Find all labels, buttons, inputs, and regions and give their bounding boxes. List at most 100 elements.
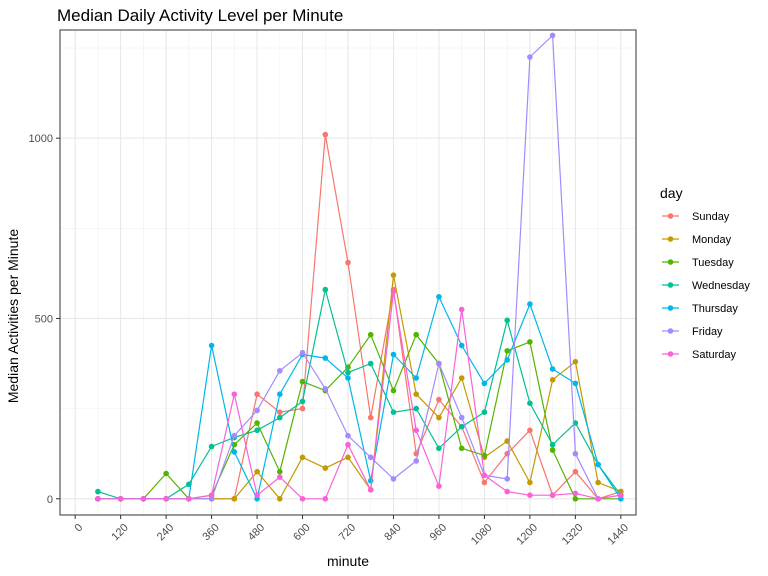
- data-point-thursday: [481, 380, 488, 387]
- data-point-saturday: [299, 496, 306, 502]
- data-point-sunday: [367, 414, 374, 421]
- x-tick-label: 120: [109, 522, 130, 543]
- data-point-saturday: [322, 496, 329, 502]
- data-point-thursday: [527, 301, 533, 307]
- legend-label-monday: Monday: [692, 234, 732, 246]
- legend-key-point: [667, 351, 674, 357]
- data-point-thursday: [595, 461, 601, 468]
- legend-item-thursday: Thursday: [662, 303, 738, 315]
- data-point-saturday: [367, 487, 374, 493]
- data-point-thursday: [458, 342, 465, 349]
- data-point-saturday: [277, 474, 283, 480]
- data-point-saturday: [504, 488, 511, 495]
- data-point-wednesday: [504, 317, 511, 324]
- data-point-tuesday: [277, 468, 283, 475]
- data-point-wednesday: [254, 427, 260, 434]
- x-tick-label: 1440: [605, 522, 631, 548]
- x-tick-label: 1320: [560, 522, 586, 548]
- data-point-wednesday: [208, 443, 215, 450]
- data-point-saturday: [163, 496, 169, 502]
- data-point-saturday: [618, 492, 624, 499]
- legend-key-point: [667, 259, 674, 265]
- data-point-friday: [549, 32, 556, 39]
- legend-item-friday: Friday: [662, 326, 723, 338]
- data-point-tuesday: [367, 331, 374, 338]
- data-point-thursday: [345, 375, 351, 381]
- data-point-wednesday: [277, 414, 283, 421]
- data-point-friday: [254, 407, 260, 414]
- data-point-saturday: [413, 427, 420, 434]
- data-point-saturday: [549, 492, 556, 499]
- data-point-thursday: [436, 294, 442, 300]
- data-point-thursday: [322, 355, 329, 361]
- x-tick-label: 480: [246, 522, 267, 543]
- data-point-monday: [277, 496, 283, 502]
- data-point-saturday: [117, 496, 124, 502]
- data-point-saturday: [458, 306, 465, 313]
- data-point-friday: [299, 349, 306, 356]
- series-line-saturday: [97, 291, 621, 500]
- data-point-saturday: [481, 472, 488, 479]
- data-point-saturday: [595, 496, 601, 502]
- data-point-monday: [231, 496, 238, 502]
- data-point-wednesday: [322, 286, 329, 293]
- data-point-wednesday: [481, 409, 488, 416]
- series-line-tuesday: [97, 333, 621, 500]
- x-tick-label: 0: [73, 522, 86, 535]
- legend-key-point: [667, 282, 674, 288]
- series-saturday: [95, 288, 624, 502]
- data-point-wednesday: [458, 423, 465, 430]
- data-point-monday: [390, 272, 397, 279]
- data-point-monday: [549, 377, 556, 383]
- data-point-wednesday: [95, 488, 101, 495]
- data-point-saturday: [186, 496, 192, 502]
- data-point-monday: [458, 375, 465, 381]
- legend-key-point: [667, 328, 674, 334]
- legend-key-point: [667, 213, 674, 219]
- data-point-monday: [254, 468, 260, 475]
- data-point-thursday: [572, 380, 579, 387]
- data-point-friday: [413, 458, 420, 464]
- data-point-friday: [277, 368, 283, 374]
- legend-label-thursday: Thursday: [692, 303, 738, 315]
- data-point-tuesday: [163, 470, 169, 477]
- data-point-sunday: [299, 405, 306, 412]
- data-point-friday: [390, 476, 397, 482]
- legend: day Sunday Monday Tuesday Wednesday Thursday…: [660, 185, 750, 361]
- data-point-tuesday: [254, 420, 260, 426]
- x-tick-label: 840: [382, 522, 403, 543]
- data-point-friday: [572, 450, 579, 457]
- legend-label-friday: Friday: [692, 326, 723, 338]
- legend-label-tuesday: Tuesday: [692, 257, 734, 269]
- data-point-saturday: [390, 288, 397, 295]
- legend-title: day: [660, 185, 683, 201]
- y-tick-label: 1000: [29, 133, 53, 145]
- data-point-saturday: [345, 441, 351, 448]
- data-point-wednesday: [345, 369, 351, 376]
- chart-title: Median Daily Activity Level per Minute: [57, 6, 343, 25]
- data-point-wednesday: [299, 398, 306, 405]
- data-point-sunday: [481, 479, 488, 486]
- x-tick-label: 600: [291, 522, 312, 543]
- data-point-saturday: [254, 492, 260, 499]
- x-tick-label: 360: [200, 522, 221, 543]
- data-point-tuesday: [458, 445, 465, 452]
- data-point-thursday: [367, 477, 374, 484]
- legend-item-tuesday: Tuesday: [662, 257, 734, 269]
- data-point-tuesday: [504, 348, 511, 354]
- data-point-saturday: [140, 496, 147, 502]
- data-point-wednesday: [413, 405, 420, 412]
- data-point-sunday: [345, 259, 351, 266]
- data-point-tuesday: [549, 447, 556, 453]
- x-tick-label: 1200: [514, 522, 540, 548]
- data-point-saturday: [231, 391, 238, 398]
- data-point-sunday: [572, 468, 579, 475]
- x-tick-label: 1080: [469, 522, 495, 548]
- data-point-tuesday: [481, 452, 488, 459]
- data-point-thursday: [413, 375, 420, 381]
- data-point-thursday: [208, 342, 215, 349]
- data-point-wednesday: [367, 360, 374, 367]
- data-point-monday: [436, 414, 442, 421]
- data-point-sunday: [436, 396, 442, 403]
- y-tick-label: 500: [35, 313, 53, 325]
